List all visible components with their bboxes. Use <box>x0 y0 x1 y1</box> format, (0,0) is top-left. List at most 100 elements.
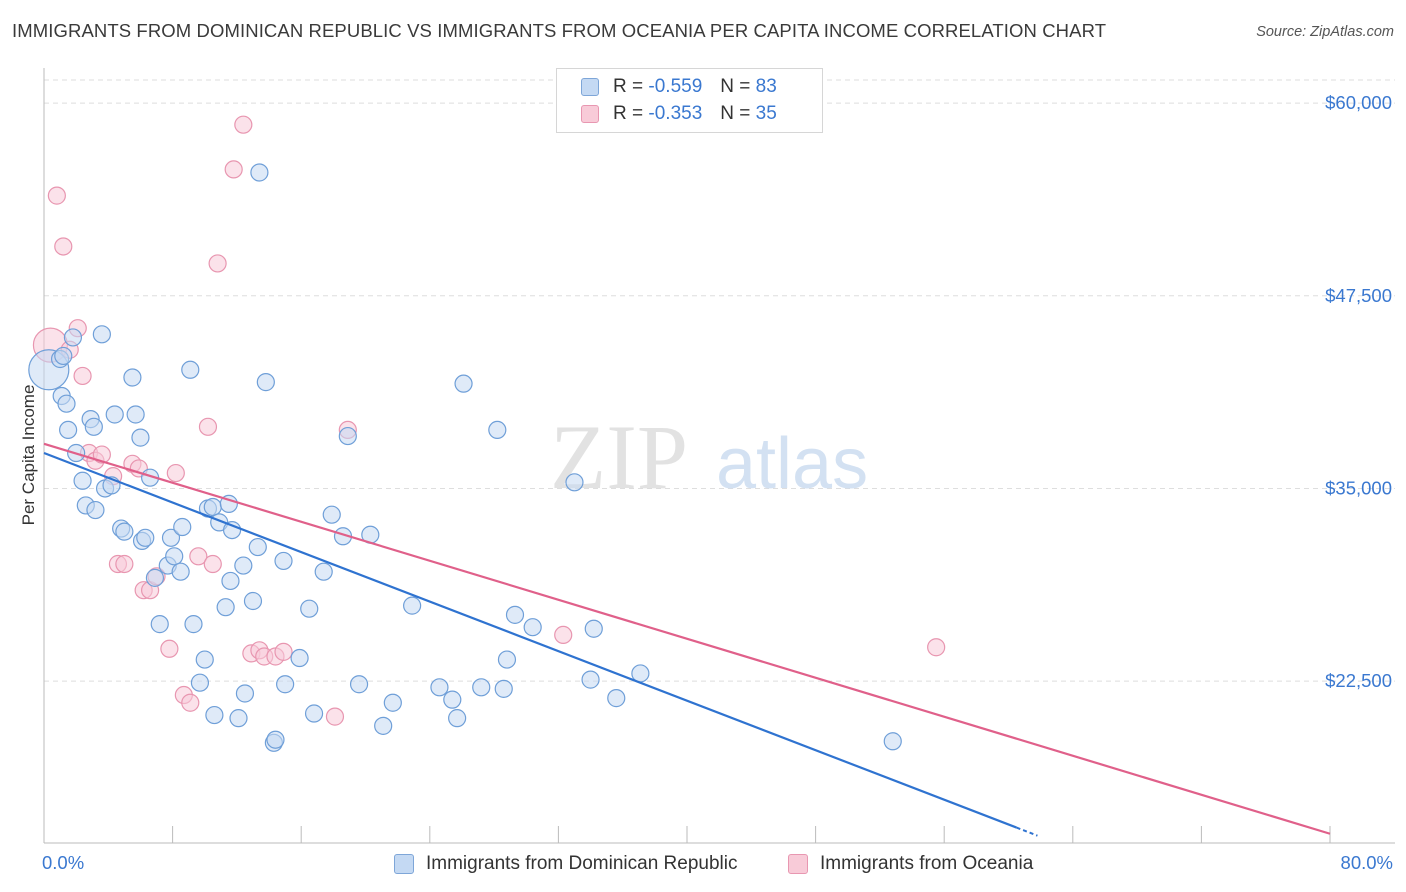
point-dominican <box>84 417 103 436</box>
legend-n-label: N = <box>720 103 751 124</box>
point-dominican <box>248 537 267 557</box>
point-dominican <box>173 517 192 537</box>
point-dominican <box>181 360 200 379</box>
bottom-legend-swatch-pink <box>788 854 808 874</box>
point-dominican <box>448 709 467 728</box>
point-dominican <box>494 679 513 698</box>
point-dominican <box>235 684 255 703</box>
point-dominican <box>300 599 319 618</box>
y-tick-label: $47,500 <box>1325 285 1392 306</box>
point-dominican <box>131 428 150 447</box>
legend-n-value-dominican: 83 <box>755 76 777 97</box>
point-dominican <box>54 346 73 366</box>
point-dominican <box>374 716 393 735</box>
legend-r-label: R = <box>613 76 644 97</box>
point-dominican <box>229 709 248 728</box>
point-dominican <box>222 520 242 540</box>
legend-r-value-oceania: -0.353 <box>648 103 703 124</box>
watermark-atlas: atlas <box>716 424 868 504</box>
point-dominican <box>274 551 293 571</box>
chart-title: IMMIGRANTS FROM DOMINICAN REPUBLIC VS IM… <box>12 20 1107 41</box>
axes <box>43 68 1395 844</box>
point-dominican <box>63 328 83 347</box>
point-dominican <box>221 571 240 591</box>
point-dominican <box>581 670 600 689</box>
point-dominican <box>234 556 253 575</box>
point-oceania <box>325 707 345 726</box>
point-oceania <box>554 625 573 645</box>
point-dominican <box>505 605 525 624</box>
point-dominican <box>338 426 357 446</box>
trend-line-oceania <box>43 442 1331 835</box>
bottom-legend-oceania: Immigrants from Oceania <box>788 852 1033 876</box>
point-oceania <box>166 463 185 483</box>
point-dominican <box>165 547 184 566</box>
source-label: Source: ZipAtlas.com <box>1256 24 1394 40</box>
point-dominican <box>349 675 369 694</box>
x-tick-label-max: 80.0% <box>1341 852 1393 873</box>
point-dominican <box>584 619 603 638</box>
point-oceania <box>115 554 134 574</box>
point-dominican <box>607 689 626 708</box>
point-dominican <box>184 615 203 634</box>
point-oceania <box>73 366 92 386</box>
x-tick-labels: 0.0% 80.0% <box>42 852 1393 873</box>
point-dominican <box>454 374 473 393</box>
point-oceania <box>54 237 73 256</box>
point-dominican <box>383 693 402 712</box>
point-oceania <box>224 160 243 179</box>
point-oceania <box>274 642 293 661</box>
point-oceania <box>927 638 946 657</box>
legend-row-dominican: R = -0.559 N = 83 <box>581 75 777 99</box>
legend-swatch-pink <box>581 105 599 123</box>
point-dominican <box>883 732 902 751</box>
point-dominican <box>216 598 235 617</box>
point-oceania <box>47 186 66 205</box>
point-dominican <box>115 522 134 541</box>
point-dominican <box>73 471 92 490</box>
point-dominican <box>488 420 507 440</box>
y-axis-label: Per Capita Income <box>19 385 38 526</box>
legend-swatch-blue <box>581 78 599 96</box>
y-tick-label: $22,500 <box>1325 670 1392 691</box>
point-dominican <box>190 673 210 692</box>
point-dominican <box>443 690 462 709</box>
point-dominican <box>523 618 542 637</box>
point-dominican <box>403 596 422 615</box>
legend-r-value-dominican: -0.559 <box>648 76 703 97</box>
bottom-legend-swatch-blue <box>394 854 414 874</box>
point-dominican <box>171 562 190 581</box>
point-oceania <box>189 547 208 566</box>
point-dominican <box>276 675 295 694</box>
point-dominican <box>243 591 263 611</box>
point-dominican <box>430 678 449 697</box>
point-dominican <box>145 568 165 587</box>
point-oceania <box>198 417 218 436</box>
x-tick-label-min: 0.0% <box>42 852 84 873</box>
point-dominican <box>161 528 181 547</box>
point-dominican <box>256 373 275 392</box>
point-dominican <box>86 500 105 520</box>
watermark-zip: ZIP <box>550 406 688 508</box>
bottom-legend-label-oceania: Immigrants from Oceania <box>820 853 1034 874</box>
point-dominican <box>205 705 224 725</box>
point-dominican <box>250 163 269 182</box>
legend-box: R = -0.559 N = 83 R = -0.353 N = 35 <box>556 68 823 133</box>
bottom-legend-dominican: Immigrants from Dominican Republic <box>394 852 738 876</box>
point-oceania <box>234 115 253 134</box>
point-oceania <box>92 445 111 464</box>
point-dominican <box>565 473 584 492</box>
point-dominican <box>105 405 124 424</box>
y-tick-label: $60,000 <box>1325 92 1392 113</box>
point-dominican <box>136 528 155 547</box>
y-tick-labels: $22,500 $35,000 $47,500 $60,000 <box>1325 92 1392 691</box>
point-dominican <box>203 497 222 517</box>
point-oceania <box>203 554 222 574</box>
point-oceania <box>160 639 179 658</box>
trend-line-dominican <box>43 451 1017 829</box>
point-oceania <box>208 254 227 273</box>
legend-row-oceania: R = -0.353 N = 35 <box>581 102 777 126</box>
point-dominican <box>290 648 309 668</box>
point-dominican <box>314 562 333 581</box>
